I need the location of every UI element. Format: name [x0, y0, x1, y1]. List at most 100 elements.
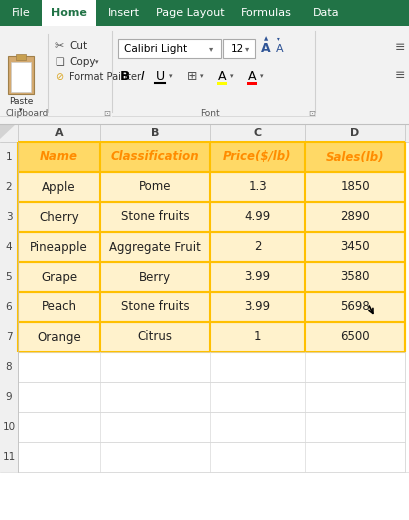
- Bar: [304, 322, 404, 352]
- Bar: [304, 202, 404, 232]
- Bar: [304, 262, 404, 292]
- Bar: [18, 382, 100, 412]
- Text: ▾: ▾: [260, 73, 263, 79]
- Bar: [0, 26, 409, 124]
- Text: ⊞: ⊞: [186, 70, 197, 83]
- Bar: [18, 292, 100, 322]
- Bar: [100, 442, 209, 472]
- Bar: [0, 202, 18, 232]
- Text: 5698: 5698: [339, 301, 369, 314]
- Text: ▲: ▲: [263, 36, 267, 42]
- Text: C: C: [253, 128, 261, 138]
- Text: ⊡: ⊡: [103, 109, 110, 118]
- Text: Insert: Insert: [107, 8, 139, 18]
- Text: Sales(lb): Sales(lb): [325, 150, 383, 163]
- Bar: [209, 442, 304, 472]
- Text: A: A: [275, 44, 283, 54]
- Bar: [42, 0, 96, 26]
- Text: Name: Name: [40, 150, 78, 163]
- Text: 11: 11: [2, 452, 16, 462]
- Bar: [18, 262, 100, 292]
- Bar: [0, 172, 18, 202]
- Bar: [18, 142, 100, 172]
- Text: ⊡: ⊡: [307, 109, 314, 118]
- Text: 2890: 2890: [339, 211, 369, 224]
- Polygon shape: [0, 124, 16, 139]
- Text: ▾: ▾: [200, 73, 203, 79]
- Bar: [0, 124, 409, 142]
- Bar: [304, 292, 404, 322]
- Text: Apple: Apple: [42, 180, 76, 193]
- Text: 5: 5: [6, 272, 12, 282]
- Bar: [0, 352, 18, 382]
- Bar: [8, 56, 34, 94]
- Text: ▾: ▾: [169, 73, 172, 79]
- Text: 3580: 3580: [339, 270, 369, 283]
- Text: I: I: [141, 70, 144, 83]
- Bar: [304, 232, 404, 262]
- Text: 6: 6: [6, 302, 12, 312]
- Text: Font: Font: [200, 109, 219, 118]
- Text: 8: 8: [6, 362, 12, 372]
- Bar: [0, 262, 18, 292]
- Bar: [209, 172, 304, 202]
- Text: 4.99: 4.99: [244, 211, 270, 224]
- Bar: [100, 262, 209, 292]
- Text: Pineapple: Pineapple: [30, 240, 88, 253]
- Text: Citrus: Citrus: [137, 331, 172, 344]
- Bar: [100, 172, 209, 202]
- Text: A: A: [261, 42, 270, 55]
- Text: 1: 1: [6, 152, 12, 162]
- Bar: [118, 39, 220, 58]
- Bar: [304, 412, 404, 442]
- Text: Price($/lb): Price($/lb): [223, 150, 291, 163]
- Bar: [304, 352, 404, 382]
- Bar: [11, 62, 31, 92]
- Text: ❑: ❑: [55, 57, 63, 67]
- Text: ▾: ▾: [208, 44, 213, 53]
- Bar: [216, 82, 227, 85]
- Bar: [100, 352, 209, 382]
- Text: Home: Home: [51, 8, 87, 18]
- Text: 3: 3: [6, 212, 12, 222]
- Text: ▾: ▾: [19, 107, 22, 113]
- Text: Berry: Berry: [139, 270, 171, 283]
- Text: ▾: ▾: [95, 59, 98, 65]
- Text: A: A: [54, 128, 63, 138]
- Bar: [209, 202, 304, 232]
- Bar: [100, 412, 209, 442]
- Bar: [209, 412, 304, 442]
- Text: Formulas: Formulas: [240, 8, 291, 18]
- Text: 6500: 6500: [339, 331, 369, 344]
- Bar: [0, 0, 409, 26]
- Text: ≡: ≡: [394, 70, 404, 83]
- Text: A: A: [217, 70, 226, 83]
- Text: Format Painter: Format Painter: [69, 72, 141, 82]
- Text: 12: 12: [230, 44, 244, 54]
- Text: Paste: Paste: [9, 98, 33, 107]
- Bar: [100, 292, 209, 322]
- Bar: [100, 202, 209, 232]
- Text: 7: 7: [6, 332, 12, 342]
- Bar: [222, 39, 254, 58]
- Text: Pome: Pome: [138, 180, 171, 193]
- Text: File: File: [11, 8, 30, 18]
- Text: Data: Data: [312, 8, 339, 18]
- Bar: [0, 142, 18, 172]
- Text: ▾: ▾: [276, 36, 279, 42]
- Bar: [18, 202, 100, 232]
- Text: Cherry: Cherry: [39, 211, 79, 224]
- Bar: [209, 322, 304, 352]
- Bar: [0, 412, 18, 442]
- Text: Page Layout: Page Layout: [155, 8, 224, 18]
- Bar: [0, 382, 18, 412]
- Bar: [304, 172, 404, 202]
- Text: Orange: Orange: [37, 331, 81, 344]
- Text: A: A: [247, 70, 256, 83]
- Bar: [100, 382, 209, 412]
- Bar: [16, 54, 26, 60]
- Text: ▾: ▾: [244, 44, 249, 53]
- Text: ⊘: ⊘: [55, 72, 63, 82]
- Text: D: D: [350, 128, 359, 138]
- Text: Cut: Cut: [69, 41, 87, 51]
